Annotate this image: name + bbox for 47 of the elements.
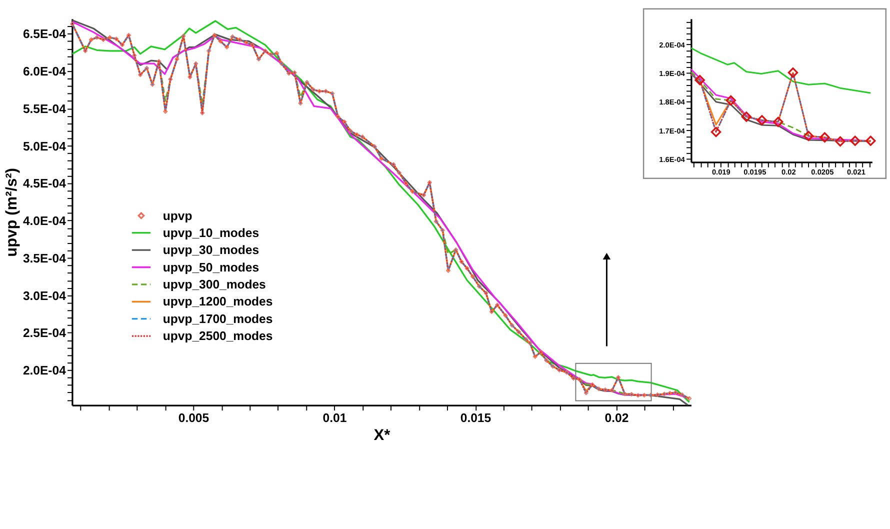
legend-label: upvp_1200_modes (162, 294, 273, 309)
point (803, 130, 814, 142)
point (850, 136, 860, 146)
y-tick-label: 1.9E-04 (659, 69, 686, 78)
legend-label: upvp_30_modes (162, 243, 260, 258)
point (788, 68, 798, 78)
y-tick-label: 5.5E-04 (22, 102, 66, 116)
y-tick-label: 2.0E-04 (659, 40, 686, 50)
point (694, 74, 705, 86)
legend-label: upvp_300_modes (162, 278, 266, 292)
y-tick-label: 6.5E-04 (22, 27, 66, 42)
x-tick-label: 0.0205 (811, 168, 834, 177)
line-series (691, 47, 872, 94)
point (741, 112, 752, 122)
y-tick-label: 2.0E-04 (22, 364, 66, 378)
point (710, 126, 722, 138)
legend-label: upvp_1700_modes (162, 312, 273, 326)
legend-label: upvp_2500_modes (162, 329, 273, 344)
x-tick-label: 0.02 (782, 168, 796, 177)
y-tick-label: 2.5E-04 (22, 326, 66, 340)
x-axis-title: X* (374, 427, 392, 444)
legend-label: upvp_10_modes (162, 226, 260, 240)
y-tick-label: 5.0E-04 (22, 139, 66, 154)
legend-label: upvp (162, 208, 192, 223)
point (835, 136, 846, 147)
x-tick-label: 0.0195 (744, 168, 766, 177)
point (756, 115, 768, 126)
y-tick-label: 6.0E-04 (22, 64, 66, 79)
x-tick-label: 0.019 (712, 168, 730, 177)
y-tick-label: 1.8E-04 (659, 98, 686, 107)
legend-label: upvp_50_modes (162, 260, 260, 274)
y-tick-label: 3.0E-04 (22, 288, 66, 303)
y-tick-label: 3.5E-04 (22, 251, 66, 266)
y-tick-label: 4.5E-04 (22, 176, 66, 191)
point (866, 136, 876, 146)
x-tick-label: 0.005 (178, 410, 210, 425)
x-tick-label: 0.021 (846, 168, 866, 177)
x-tick-label: 0.01 (322, 410, 347, 425)
x-tick-label: 0.02 (604, 410, 629, 425)
y-axis-title: upvp (m²/s²) (3, 168, 20, 257)
point (773, 116, 784, 128)
point (820, 132, 830, 142)
y-tick-label: 1.6E-04 (659, 155, 686, 164)
y-tick-label: 1.7E-04 (659, 126, 686, 136)
x-tick-label: 0.015 (460, 410, 492, 425)
point (726, 95, 736, 106)
y-tick-label: 4.0E-04 (22, 214, 66, 228)
